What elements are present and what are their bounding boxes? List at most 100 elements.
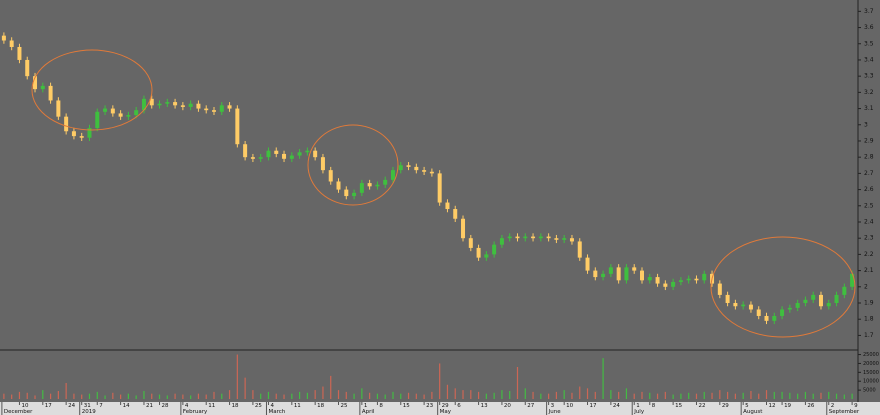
candle-body <box>499 238 504 245</box>
y-tick-label: 2 <box>864 283 868 290</box>
month-label: December <box>4 409 33 415</box>
x-tick-label: 4 <box>185 403 189 409</box>
candle-body <box>219 105 224 112</box>
candle-body <box>850 273 855 287</box>
month-label: September <box>829 409 860 415</box>
volume-bar <box>283 394 285 399</box>
volume-bar <box>236 354 238 399</box>
volume-bar <box>695 393 698 399</box>
volume-bar <box>407 392 410 399</box>
volume-bar <box>781 391 783 399</box>
y-tick-label: 3.4 <box>864 56 874 63</box>
volume-bar <box>190 395 192 399</box>
y-tick-label: 2.9 <box>864 137 874 144</box>
vol-tick-label: 20000 <box>863 361 879 367</box>
candle-body <box>741 304 746 307</box>
candle-body <box>48 85 53 101</box>
candle-body <box>826 303 831 307</box>
candle-body <box>647 277 652 281</box>
volume-bar <box>649 392 651 399</box>
x-tick-label: 2 <box>831 403 835 409</box>
volume-bar <box>252 390 254 399</box>
candle-body <box>173 102 178 106</box>
volume-bar <box>703 391 705 399</box>
candle-body <box>103 108 108 112</box>
volume-bar <box>158 394 161 399</box>
candle-body <box>468 238 473 248</box>
volume-bar <box>205 394 207 399</box>
volume-bar <box>322 386 324 399</box>
candle-body <box>476 247 481 258</box>
month-label: August <box>743 409 763 415</box>
y-tick-label: 2.4 <box>864 218 874 225</box>
volume-bar <box>602 358 604 399</box>
volume-bar <box>462 390 464 399</box>
candle-body <box>616 267 621 281</box>
volume-bar <box>197 393 200 399</box>
candle-body <box>842 286 847 295</box>
y-tick-label: 2.7 <box>864 170 874 177</box>
volume-bar <box>524 388 526 399</box>
volume-bar <box>828 391 830 399</box>
candle-body <box>359 183 364 193</box>
candle-body <box>608 267 613 274</box>
volume-bar <box>400 393 402 399</box>
volume-bar <box>275 393 277 399</box>
candle-body <box>562 238 567 240</box>
volume-bar <box>143 391 145 399</box>
month-label: 2019 <box>82 409 96 415</box>
volume-bar <box>594 391 596 399</box>
volume-bar <box>477 391 480 399</box>
candle-body <box>95 111 100 129</box>
volume-bar <box>493 392 495 399</box>
candle-body <box>422 170 427 172</box>
volume-bar <box>73 393 75 399</box>
x-tick-label: 31 <box>84 403 91 409</box>
annotation-ellipse <box>710 236 856 338</box>
candle-body <box>803 299 808 304</box>
x-tick-label: 10 <box>566 403 573 409</box>
candle-body <box>818 294 823 307</box>
x-tick-label: 29 <box>442 403 449 409</box>
candle-body <box>87 128 92 138</box>
x-tick-label: 13 <box>481 403 488 409</box>
x-tick-label: 5 <box>745 403 749 409</box>
volume-bar <box>540 393 542 399</box>
candle-body <box>180 105 185 107</box>
volume-bar <box>571 392 573 399</box>
volume-bar <box>267 391 270 399</box>
volume-bar <box>563 390 565 399</box>
candle-body <box>188 103 193 107</box>
y-tick-label: 3.3 <box>864 73 874 80</box>
candle-body <box>686 278 691 281</box>
volume-bar <box>291 393 293 399</box>
volume-bar <box>299 391 301 399</box>
candle-body <box>258 157 263 159</box>
volume-bar <box>345 391 347 399</box>
candle-body <box>546 236 551 239</box>
volume-bar <box>734 393 736 399</box>
volume-bar <box>501 390 503 399</box>
candle-body <box>515 236 520 239</box>
volume-bar <box>228 390 231 399</box>
candle-body <box>748 304 753 310</box>
volume-bar <box>454 388 456 399</box>
volume-bar <box>376 393 379 399</box>
volume-bar <box>213 391 215 399</box>
x-tick-label: 14 <box>123 403 130 409</box>
y-tick-label: 1.9 <box>864 300 874 307</box>
month-label: May <box>440 409 452 415</box>
month-label: April <box>362 409 375 415</box>
y-tick-label: 3.5 <box>864 40 874 47</box>
candle-body <box>149 98 154 106</box>
x-tick-label: 25 <box>255 403 262 409</box>
volume-bar <box>34 395 36 399</box>
volume-bar <box>96 391 98 399</box>
candle-body <box>671 281 676 287</box>
candle-body <box>398 165 403 171</box>
volume-bar <box>260 393 262 399</box>
volume-bar <box>81 394 83 399</box>
candle-body <box>834 294 839 304</box>
candle-body <box>390 170 395 180</box>
volume-bar <box>127 393 129 399</box>
